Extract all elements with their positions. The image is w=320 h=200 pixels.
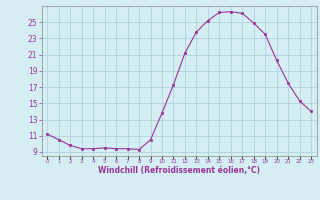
X-axis label: Windchill (Refroidissement éolien,°C): Windchill (Refroidissement éolien,°C) xyxy=(98,166,260,175)
